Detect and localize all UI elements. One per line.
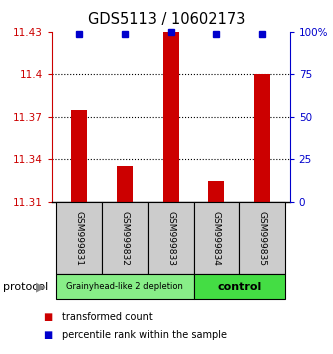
Text: protocol: protocol <box>3 282 49 292</box>
Text: ■: ■ <box>43 312 53 322</box>
Text: Grainyhead-like 2 depletion: Grainyhead-like 2 depletion <box>67 282 183 291</box>
Text: ■: ■ <box>43 330 53 339</box>
Bar <box>208 181 224 202</box>
Bar <box>254 74 270 202</box>
Text: ▶: ▶ <box>36 280 45 293</box>
Bar <box>148 202 193 274</box>
Text: control: control <box>217 282 261 292</box>
Text: GSM999835: GSM999835 <box>258 211 267 266</box>
Text: GSM999832: GSM999832 <box>120 211 130 266</box>
Bar <box>163 32 179 202</box>
Bar <box>193 274 285 299</box>
Bar <box>102 202 148 274</box>
Text: transformed count: transformed count <box>62 312 153 322</box>
Text: GDS5113 / 10602173: GDS5113 / 10602173 <box>88 12 245 27</box>
Text: GSM999833: GSM999833 <box>166 211 175 266</box>
Bar <box>193 202 239 274</box>
Text: GSM999834: GSM999834 <box>212 211 221 266</box>
Bar <box>56 202 102 274</box>
Text: percentile rank within the sample: percentile rank within the sample <box>62 330 226 339</box>
Bar <box>117 166 133 202</box>
Bar <box>71 110 87 202</box>
Bar <box>56 274 193 299</box>
Bar <box>239 202 285 274</box>
Text: GSM999831: GSM999831 <box>75 211 84 266</box>
